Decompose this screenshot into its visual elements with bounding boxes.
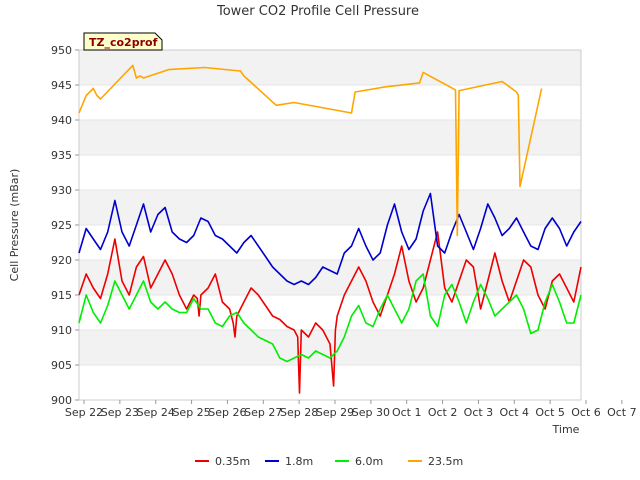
y-tick-label: 935 xyxy=(51,149,72,162)
series-layer xyxy=(78,64,582,394)
series-line-0-35m xyxy=(78,231,582,394)
y-tick-label: 900 xyxy=(51,394,72,407)
series-line-23-5m xyxy=(78,64,543,237)
y-tick-label: 950 xyxy=(51,44,72,57)
x-tick-label: Oct 6 xyxy=(571,406,601,419)
x-tick-label: Oct 2 xyxy=(428,406,458,419)
x-tick-label: Oct 3 xyxy=(464,406,494,419)
x-tick-label: Sep 23 xyxy=(101,406,139,419)
plot-band xyxy=(79,120,581,155)
x-tick-label: Sep 28 xyxy=(280,406,318,419)
y-tick-label: 915 xyxy=(51,289,72,302)
x-tick-label: Sep 22 xyxy=(65,406,103,419)
site-tag: TZ_co2prof xyxy=(83,32,163,51)
site-tag-box xyxy=(83,32,163,51)
x-tick-label: Sep 25 xyxy=(172,406,210,419)
y-tick-label: 925 xyxy=(51,219,72,232)
legend-label-1-8m: 1.8m xyxy=(285,455,313,468)
y-axis-label: Cell Pressure (mBar) xyxy=(8,169,21,282)
y-tick-label: 945 xyxy=(51,79,72,92)
x-tick-label: Sep 26 xyxy=(208,406,246,419)
x-axis-label: Time xyxy=(552,423,580,436)
x-tick-label: Sep 29 xyxy=(316,406,354,419)
chart-title: Tower CO2 Profile Cell Pressure xyxy=(216,4,419,19)
y-tick-label: 920 xyxy=(51,254,72,267)
x-tick-label: Oct 7 xyxy=(607,406,637,419)
x-tick-label: Sep 27 xyxy=(244,406,282,419)
legend-label-23-5m: 23.5m xyxy=(428,455,463,468)
plot-band xyxy=(79,190,581,225)
x-tick-label: Sep 24 xyxy=(137,406,175,419)
x-tick-label: Oct 4 xyxy=(500,406,530,419)
y-tick-label: 930 xyxy=(51,184,72,197)
y-tick-label: 905 xyxy=(51,359,72,372)
legend: 0.35m 1.8m 6.0m 23.5m xyxy=(195,455,463,468)
series-line-6-0m xyxy=(78,273,582,363)
legend-label-6-0m: 6.0m xyxy=(355,455,383,468)
plot-band xyxy=(79,50,581,85)
series-line-1-8m xyxy=(78,192,582,286)
x-tick-label: Sep 30 xyxy=(352,406,390,419)
y-tick-label: 910 xyxy=(51,324,72,337)
x-tick-label: Oct 1 xyxy=(392,406,422,419)
y-tick-label: 940 xyxy=(51,114,72,127)
legend-label-0-35m: 0.35m xyxy=(215,455,250,468)
y-axis: 900 905 910 915 920 925 930 935 940 945 950 xyxy=(51,44,79,407)
x-tick-label: Oct 5 xyxy=(535,406,565,419)
site-tag-label: TZ_co2prof xyxy=(89,36,158,49)
